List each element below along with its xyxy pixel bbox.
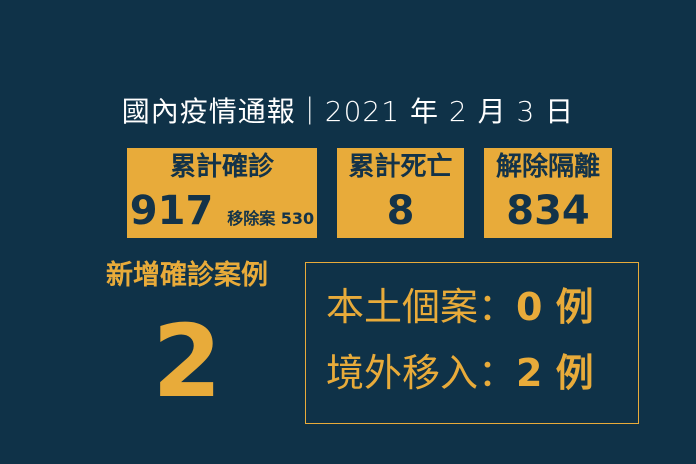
stat-label: 累計確診 xyxy=(169,152,274,182)
new-cases-value: 2 xyxy=(152,303,222,420)
breakdown-label: 境外移入： xyxy=(326,351,517,395)
stat-value: 834 xyxy=(506,188,590,234)
stat-sub: 移除案 530 xyxy=(227,209,315,228)
stat-value: 8 xyxy=(386,188,415,234)
stat-card-deaths: 累計死亡 8 xyxy=(337,148,464,238)
breakdown-local: 本土個案：0 例 xyxy=(326,283,594,331)
new-cases-label: 新增確診案例 xyxy=(106,260,268,291)
breakdown-label: 本土個案： xyxy=(326,285,517,329)
stat-card-confirmed: 累計確診 917 移除案 530 xyxy=(127,148,317,238)
breakdown-box: 本土個案：0 例 境外移入：2 例 xyxy=(305,262,639,424)
stat-label: 解除隔離 xyxy=(495,152,600,182)
stat-label: 累計死亡 xyxy=(348,152,453,182)
breakdown-value: 0 例 xyxy=(516,285,594,329)
stat-card-released: 解除隔離 834 xyxy=(484,148,612,238)
stat-value: 917 xyxy=(129,188,214,234)
breakdown-value: 2 例 xyxy=(516,351,594,395)
breakdown-imported: 境外移入：2 例 xyxy=(326,349,594,397)
page-title: 國內疫情通報｜2021 年 2 月 3 日 xyxy=(121,95,575,128)
